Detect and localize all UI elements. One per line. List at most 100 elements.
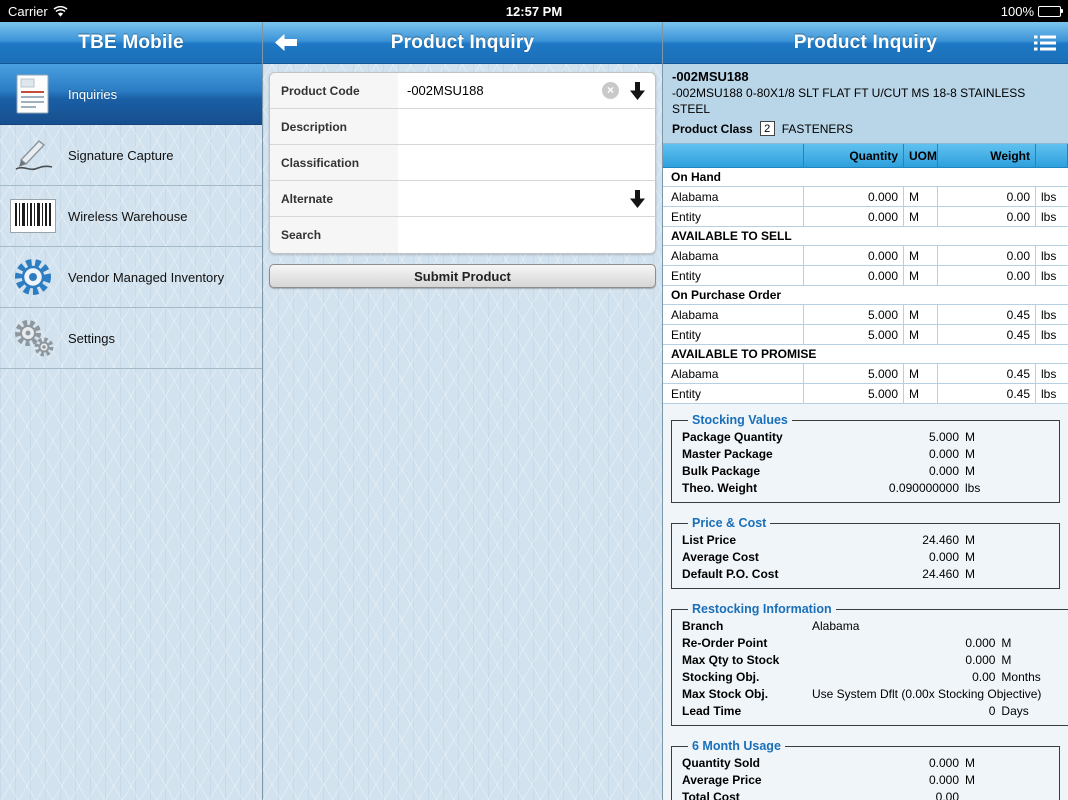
form-field-label: Description xyxy=(270,109,398,144)
info-row-value: Alabama xyxy=(812,618,860,633)
product-code: -002MSU188 xyxy=(672,69,749,84)
info-row: Stocking Obj. 0.00 Months xyxy=(682,668,1068,685)
clear-icon[interactable]: × xyxy=(602,82,619,99)
info-row-unit: M xyxy=(1001,652,1012,667)
info-group-rows: List Price 24.460 M Average Cost 0.000 M… xyxy=(682,531,1049,582)
dropdown-arrow-icon[interactable] xyxy=(630,81,645,100)
info-row: Bulk Package 0.000 M xyxy=(682,462,1049,479)
table-cell: Entity xyxy=(663,266,804,287)
sidebar-item-vendor-managed-inventory[interactable]: Vendor Managed Inventory xyxy=(0,247,262,308)
info-row-label: List Price xyxy=(682,532,737,547)
info-row: Quantity Sold 0.000 M xyxy=(682,754,1049,771)
sidebar-header: TBE Mobile xyxy=(0,22,262,64)
table-section-title: AVAILABLE TO SELL xyxy=(671,229,792,244)
table-cell: 0.00 xyxy=(938,207,1036,228)
table-cell: 0.000 xyxy=(804,187,904,208)
table-header-cell: UOM xyxy=(904,144,938,169)
info-row-unit: M xyxy=(965,463,975,478)
info-row-label: Default P.O. Cost xyxy=(682,566,779,581)
table-cell: M xyxy=(904,364,938,385)
group-6-month-usage: 6 Month Usage Quantity Sold 0.000 M Aver… xyxy=(671,739,1060,800)
table-cell: M xyxy=(904,207,938,228)
detail-header: Product Inquiry xyxy=(663,22,1068,64)
table-cell: lbs xyxy=(1036,246,1068,267)
info-row-unit: lbs xyxy=(965,480,981,495)
detail-title: Product Inquiry xyxy=(793,31,938,53)
page-title: Product Inquiry xyxy=(390,31,535,53)
form-row-alternate[interactable]: Alternate × xyxy=(270,181,655,217)
table-section-title: On Hand xyxy=(671,170,721,185)
battery-percent: 100% xyxy=(1000,3,1034,19)
table-cell: 5.000 xyxy=(804,325,904,346)
form-field-value[interactable]: -002MSU188 xyxy=(407,83,484,98)
product-info: -002MSU188 -002MSU188 0-80X1/8 SLT FLAT … xyxy=(663,64,1068,145)
sidebar-item-wireless-warehouse[interactable]: Wireless Warehouse xyxy=(0,186,262,247)
dropdown-arrow-icon[interactable] xyxy=(630,189,645,208)
info-row-unit: Days xyxy=(1001,703,1029,718)
form-row-classification[interactable]: Classification × xyxy=(270,145,655,181)
table-cell: lbs xyxy=(1036,364,1068,385)
table-cell: Alabama xyxy=(663,364,804,385)
table-cell: M xyxy=(904,187,938,208)
carrier-label: Carrier xyxy=(8,3,48,19)
info-row: Package Quantity 5.000 M xyxy=(682,428,1049,445)
sidebar-item-label: Wireless Warehouse xyxy=(68,208,188,224)
info-row-unit: M xyxy=(965,446,975,461)
info-row-value: 0.090000000 xyxy=(888,480,959,495)
gears-icon xyxy=(9,314,57,362)
list-menu-button[interactable] xyxy=(1034,22,1056,63)
wifi-icon xyxy=(53,5,68,17)
info-row-value: 0.000 xyxy=(965,652,996,667)
table-cell: lbs xyxy=(1036,325,1068,346)
info-row-value: 0.000 xyxy=(928,755,959,770)
document-icon xyxy=(9,70,57,118)
table-cell: Alabama xyxy=(663,187,804,208)
app-window: TBE Mobile Inquiries Signature Capture W… xyxy=(0,22,1068,800)
table-cell: M xyxy=(904,266,938,287)
form-row-product-code[interactable]: Product Code -002MSU188 × xyxy=(270,73,655,109)
table-row: Entity 0.000 M 0.00 lbs xyxy=(663,207,1068,228)
sidebar-item-inquiries[interactable]: Inquiries xyxy=(0,64,262,125)
info-row-value: 0.000 xyxy=(928,549,959,564)
info-row-value: 0.000 xyxy=(928,446,959,461)
table-cell: lbs xyxy=(1036,266,1068,287)
table-section-title: AVAILABLE TO PROMISE xyxy=(671,347,817,362)
info-row-value: 24.460 xyxy=(922,532,959,547)
list-icon xyxy=(1034,35,1056,51)
table-cell: 0.45 xyxy=(938,325,1036,346)
info-row-value: 5.000 xyxy=(928,429,959,444)
info-row: Default P.O. Cost 24.460 M xyxy=(682,565,1049,582)
table-cell: Entity xyxy=(663,384,804,405)
table-cell: Alabama xyxy=(663,305,804,326)
table-cell: 0.45 xyxy=(938,305,1036,326)
info-row-label: Package Quantity xyxy=(682,429,783,444)
back-button[interactable] xyxy=(275,22,297,63)
table-cell: lbs xyxy=(1036,187,1068,208)
info-group-rows: Quantity Sold 0.000 M Average Price 0.00… xyxy=(682,754,1049,800)
info-row-value: 0.000 xyxy=(928,772,959,787)
info-row-unit: M xyxy=(965,566,975,581)
group-price-cost: Price & Cost List Price 24.460 M Average… xyxy=(671,516,1060,590)
sidebar-item-label: Vendor Managed Inventory xyxy=(68,269,225,285)
table-cell: Entity xyxy=(663,207,804,228)
sidebar-item-settings[interactable]: Settings xyxy=(0,308,262,369)
table-cell: Entity xyxy=(663,325,804,346)
table-cell: Alabama xyxy=(663,246,804,267)
info-group-title: Restocking Information xyxy=(692,602,832,617)
info-row: Lead Time 0 Days xyxy=(682,702,1068,719)
form-row-search[interactable]: Search × xyxy=(270,217,655,253)
info-group-title: Price & Cost xyxy=(692,516,767,531)
submit-product-button[interactable]: Submit Product xyxy=(269,264,656,288)
table-cell: 0.000 xyxy=(804,246,904,267)
table-row: Entity 5.000 M 0.45 lbs xyxy=(663,384,1068,405)
inquiry-header: Product Inquiry xyxy=(263,22,662,64)
info-row-value: 0.00 xyxy=(935,789,959,800)
info-group-title: 6 Month Usage xyxy=(692,739,781,754)
table-cell: 0.45 xyxy=(938,364,1036,385)
sidebar-item-signature-capture[interactable]: Signature Capture xyxy=(0,125,262,186)
sidebar-item-label: Inquiries xyxy=(68,86,118,102)
form-row-description[interactable]: Description × xyxy=(270,109,655,145)
info-row: List Price 24.460 M xyxy=(682,531,1049,548)
info-row-label: Total Cost xyxy=(682,789,740,800)
sidebar: TBE Mobile Inquiries Signature Capture W… xyxy=(0,22,262,800)
